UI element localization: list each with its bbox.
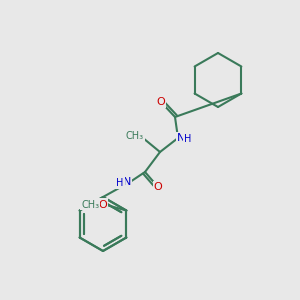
Text: CH₃: CH₃	[81, 200, 99, 209]
Text: O: O	[98, 200, 107, 209]
Text: H: H	[116, 178, 124, 188]
Text: CH₃: CH₃	[126, 131, 144, 141]
Text: N: N	[177, 133, 185, 143]
Text: N: N	[123, 177, 131, 187]
Text: H: H	[184, 134, 192, 144]
Text: O: O	[157, 97, 165, 107]
Text: O: O	[154, 182, 162, 192]
